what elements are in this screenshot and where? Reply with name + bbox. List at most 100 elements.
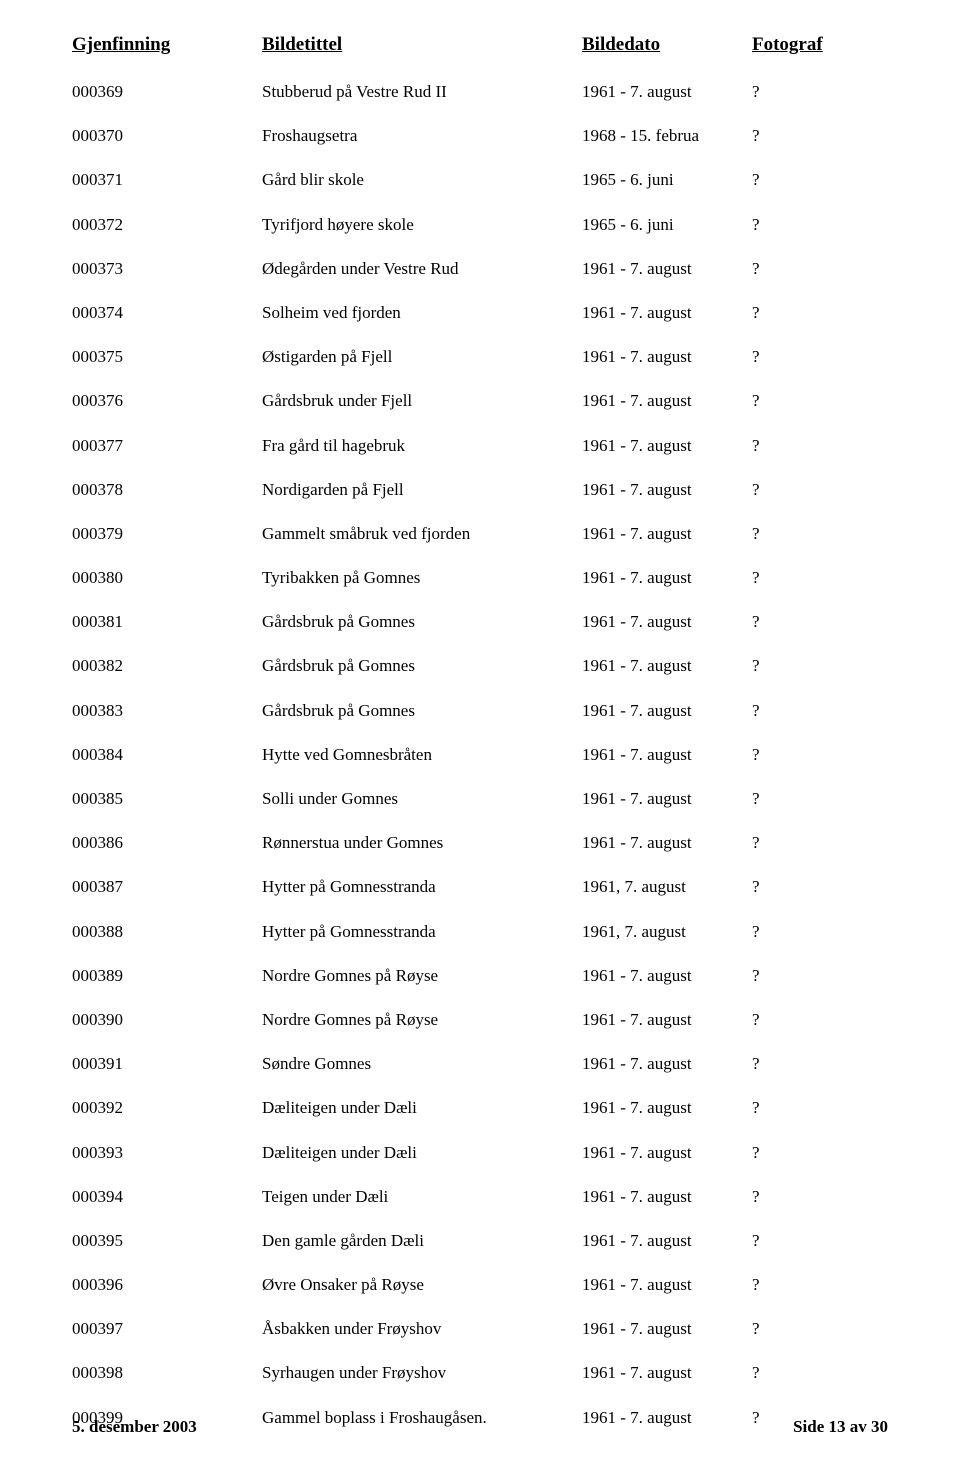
table-row: 000387Hytter på Gomnesstranda1961, 7. au… [72, 877, 888, 897]
page-content: Gjenfinning Bildetittel Bildedato Fotogr… [0, 0, 960, 1428]
cell-bildedato: 1961 - 7. august [582, 568, 752, 588]
cell-bildedato: 1961 - 7. august [582, 347, 752, 367]
cell-bildedato: 1961 - 7. august [582, 656, 752, 676]
table-row: 000388Hytter på Gomnesstranda1961, 7. au… [72, 922, 888, 942]
cell-bildetittel: Gårdsbruk på Gomnes [262, 656, 582, 676]
cell-fotograf: ? [752, 745, 888, 765]
cell-bildedato: 1961 - 7. august [582, 1098, 752, 1118]
cell-bildetittel: Solli under Gomnes [262, 789, 582, 809]
cell-bildetittel: Hytte ved Gomnesbråten [262, 745, 582, 765]
cell-fotograf: ? [752, 170, 888, 190]
table-row: 000377Fra gård til hagebruk1961 - 7. aug… [72, 436, 888, 456]
table-row: 000385Solli under Gomnes1961 - 7. august… [72, 789, 888, 809]
table-row: 000370Froshaugsetra1968 - 15. februa? [72, 126, 888, 146]
cell-fotograf: ? [752, 1054, 888, 1074]
cell-gjenfinning: 000393 [72, 1143, 262, 1163]
cell-bildedato: 1961 - 7. august [582, 966, 752, 986]
header-bildedato: Bildedato [582, 34, 752, 56]
footer-page: Side 13 av 30 [793, 1417, 888, 1437]
cell-gjenfinning: 000372 [72, 215, 262, 235]
cell-bildetittel: Gård blir skole [262, 170, 582, 190]
cell-bildedato: 1961 - 7. august [582, 1275, 752, 1295]
cell-bildedato: 1961 - 7. august [582, 612, 752, 632]
cell-bildedato: 1961 - 7. august [582, 303, 752, 323]
header-bildetittel: Bildetittel [262, 34, 582, 56]
cell-bildetittel: Solheim ved fjorden [262, 303, 582, 323]
cell-gjenfinning: 000394 [72, 1187, 262, 1207]
cell-bildetittel: Hytter på Gomnesstranda [262, 877, 582, 897]
table-row: 000384Hytte ved Gomnesbråten1961 - 7. au… [72, 745, 888, 765]
cell-gjenfinning: 000371 [72, 170, 262, 190]
header-gjenfinning: Gjenfinning [72, 34, 262, 56]
cell-gjenfinning: 000385 [72, 789, 262, 809]
cell-gjenfinning: 000374 [72, 303, 262, 323]
cell-bildedato: 1961, 7. august [582, 922, 752, 942]
cell-bildetittel: Hytter på Gomnesstranda [262, 922, 582, 942]
table-row: 000389Nordre Gomnes på Røyse1961 - 7. au… [72, 966, 888, 986]
cell-bildedato: 1961 - 7. august [582, 833, 752, 853]
table-row: 000369Stubberud på Vestre Rud II1961 - 7… [72, 82, 888, 102]
cell-gjenfinning: 000390 [72, 1010, 262, 1030]
cell-bildedato: 1961 - 7. august [582, 1187, 752, 1207]
cell-bildedato: 1965 - 6. juni [582, 215, 752, 235]
cell-bildedato: 1961 - 7. august [582, 1319, 752, 1339]
table-row: 000390Nordre Gomnes på Røyse1961 - 7. au… [72, 1010, 888, 1030]
cell-gjenfinning: 000369 [72, 82, 262, 102]
table-row: 000382Gårdsbruk på Gomnes1961 - 7. augus… [72, 656, 888, 676]
cell-fotograf: ? [752, 568, 888, 588]
cell-bildetittel: Øvre Onsaker på Røyse [262, 1275, 582, 1295]
table-row: 000371Gård blir skole1965 - 6. juni? [72, 170, 888, 190]
table-row: 000379Gammelt småbruk ved fjorden1961 - … [72, 524, 888, 544]
cell-gjenfinning: 000392 [72, 1098, 262, 1118]
table-row: 000386Rønnerstua under Gomnes1961 - 7. a… [72, 833, 888, 853]
cell-bildedato: 1961 - 7. august [582, 1363, 752, 1383]
cell-gjenfinning: 000387 [72, 877, 262, 897]
table-row: 000376Gårdsbruk under Fjell1961 - 7. aug… [72, 391, 888, 411]
cell-gjenfinning: 000396 [72, 1275, 262, 1295]
cell-bildedato: 1961 - 7. august [582, 1054, 752, 1074]
cell-fotograf: ? [752, 1143, 888, 1163]
cell-bildetittel: Ødegården under Vestre Rud [262, 259, 582, 279]
header-fotograf: Fotograf [752, 34, 888, 56]
table-row: 000393Dæliteigen under Dæli1961 - 7. aug… [72, 1143, 888, 1163]
cell-fotograf: ? [752, 126, 888, 146]
cell-bildetittel: Nordigarden på Fjell [262, 480, 582, 500]
cell-gjenfinning: 000395 [72, 1231, 262, 1251]
cell-gjenfinning: 000378 [72, 480, 262, 500]
cell-gjenfinning: 000375 [72, 347, 262, 367]
cell-bildedato: 1961 - 7. august [582, 524, 752, 544]
table-body: 000369Stubberud på Vestre Rud II1961 - 7… [72, 82, 888, 1428]
cell-bildetittel: Dæliteigen under Dæli [262, 1098, 582, 1118]
table-row: 000391Søndre Gomnes1961 - 7. august? [72, 1054, 888, 1074]
cell-bildedato: 1968 - 15. februa [582, 126, 752, 146]
cell-fotograf: ? [752, 1363, 888, 1383]
cell-fotograf: ? [752, 1319, 888, 1339]
cell-gjenfinning: 000388 [72, 922, 262, 942]
cell-bildetittel: Den gamle gården Dæli [262, 1231, 582, 1251]
cell-bildetittel: Fra gård til hagebruk [262, 436, 582, 456]
cell-fotograf: ? [752, 1231, 888, 1251]
cell-fotograf: ? [752, 966, 888, 986]
cell-bildetittel: Østigarden på Fjell [262, 347, 582, 367]
cell-gjenfinning: 000381 [72, 612, 262, 632]
cell-gjenfinning: 000382 [72, 656, 262, 676]
cell-bildetittel: Gårdsbruk på Gomnes [262, 701, 582, 721]
cell-gjenfinning: 000397 [72, 1319, 262, 1339]
cell-bildedato: 1961 - 7. august [582, 789, 752, 809]
cell-bildedato: 1961 - 7. august [582, 745, 752, 765]
cell-gjenfinning: 000389 [72, 966, 262, 986]
cell-bildedato: 1961 - 7. august [582, 1231, 752, 1251]
cell-bildedato: 1961, 7. august [582, 877, 752, 897]
cell-bildedato: 1961 - 7. august [582, 391, 752, 411]
cell-bildetittel: Tyribakken på Gomnes [262, 568, 582, 588]
cell-fotograf: ? [752, 303, 888, 323]
cell-fotograf: ? [752, 612, 888, 632]
cell-fotograf: ? [752, 1010, 888, 1030]
cell-bildetittel: Åsbakken under Frøyshov [262, 1319, 582, 1339]
cell-gjenfinning: 000391 [72, 1054, 262, 1074]
cell-bildetittel: Gårdsbruk under Fjell [262, 391, 582, 411]
cell-gjenfinning: 000373 [72, 259, 262, 279]
cell-bildetittel: Gårdsbruk på Gomnes [262, 612, 582, 632]
cell-bildetittel: Nordre Gomnes på Røyse [262, 1010, 582, 1030]
cell-gjenfinning: 000370 [72, 126, 262, 146]
